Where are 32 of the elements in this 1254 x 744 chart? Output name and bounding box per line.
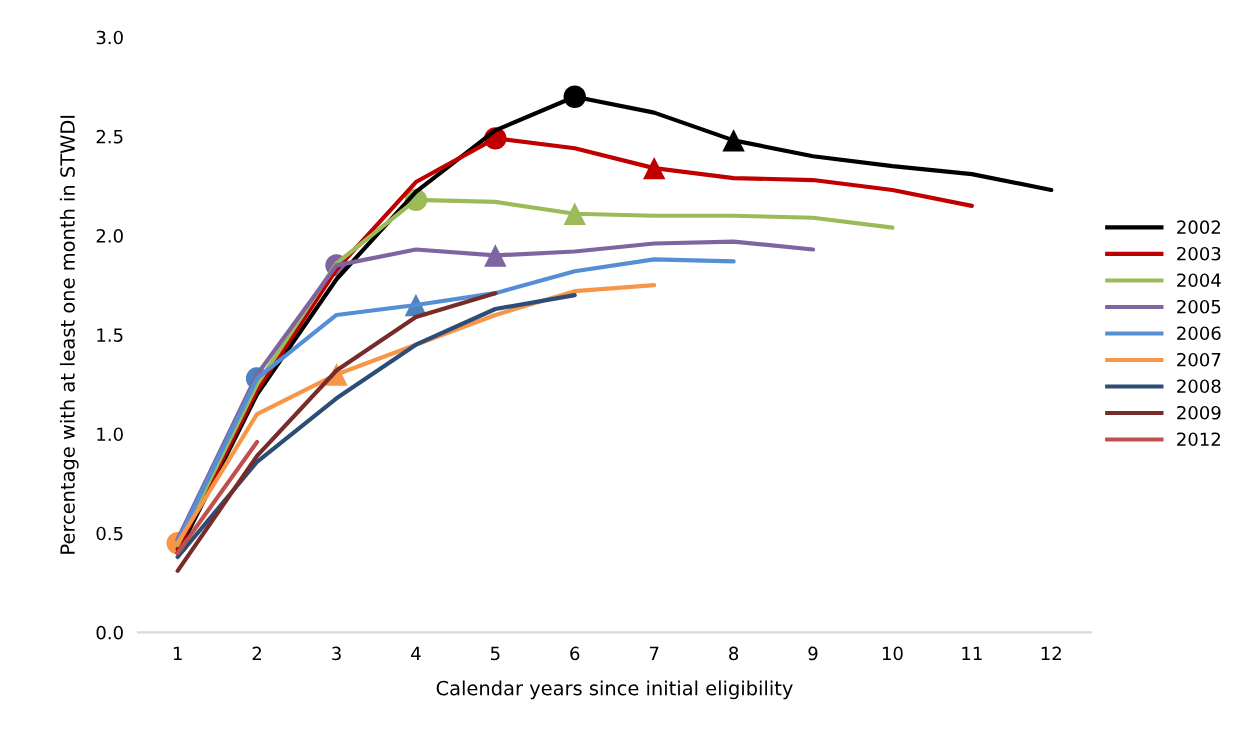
x-tick-label: 5	[490, 646, 500, 661]
x-axis-title: Calendar years since initial eligibility	[436, 680, 793, 700]
legend-label: 2007	[1177, 352, 1221, 367]
y-tick-label: 2.5	[96, 129, 123, 144]
x-tick-label: 4	[411, 646, 421, 661]
x-tick-label: 2	[252, 646, 262, 661]
x-tick-label: 3	[332, 646, 341, 661]
line-series	[175, 291, 498, 573]
y-tick-label: 1.5	[97, 328, 123, 342]
x-tick-label: 8	[729, 646, 739, 661]
y-tick-label: 0.0	[96, 625, 123, 640]
x-tick-label: 11	[962, 646, 982, 661]
line-series	[175, 293, 577, 560]
legend-label: 2006	[1177, 326, 1221, 341]
x-tick-label: 1	[173, 646, 182, 661]
y-tick-label: 1.0	[97, 427, 123, 442]
x-tick-label: 6	[570, 646, 580, 661]
legend-label: 2009	[1177, 405, 1221, 420]
legend-label: 2003	[1177, 246, 1221, 261]
y-tick-label: 3.0	[96, 30, 123, 45]
x-tick-label: 12	[1041, 646, 1061, 661]
y-axis-title: Percentage with at least one month in STWDI	[59, 115, 79, 554]
legend-label: 2002	[1177, 220, 1220, 235]
x-tick-label: 10	[882, 646, 903, 661]
legend-label: 2012	[1177, 432, 1220, 447]
y-tick-label: 0.5	[96, 526, 123, 541]
x-tick-label: 9	[808, 646, 818, 661]
legend-label: 2004	[1177, 273, 1221, 288]
legend-label: 2008	[1177, 379, 1221, 394]
y-tick-label: 2.0	[96, 229, 123, 243]
legend-label: 2005	[1177, 299, 1221, 314]
x-tick-label: 7	[649, 646, 659, 661]
